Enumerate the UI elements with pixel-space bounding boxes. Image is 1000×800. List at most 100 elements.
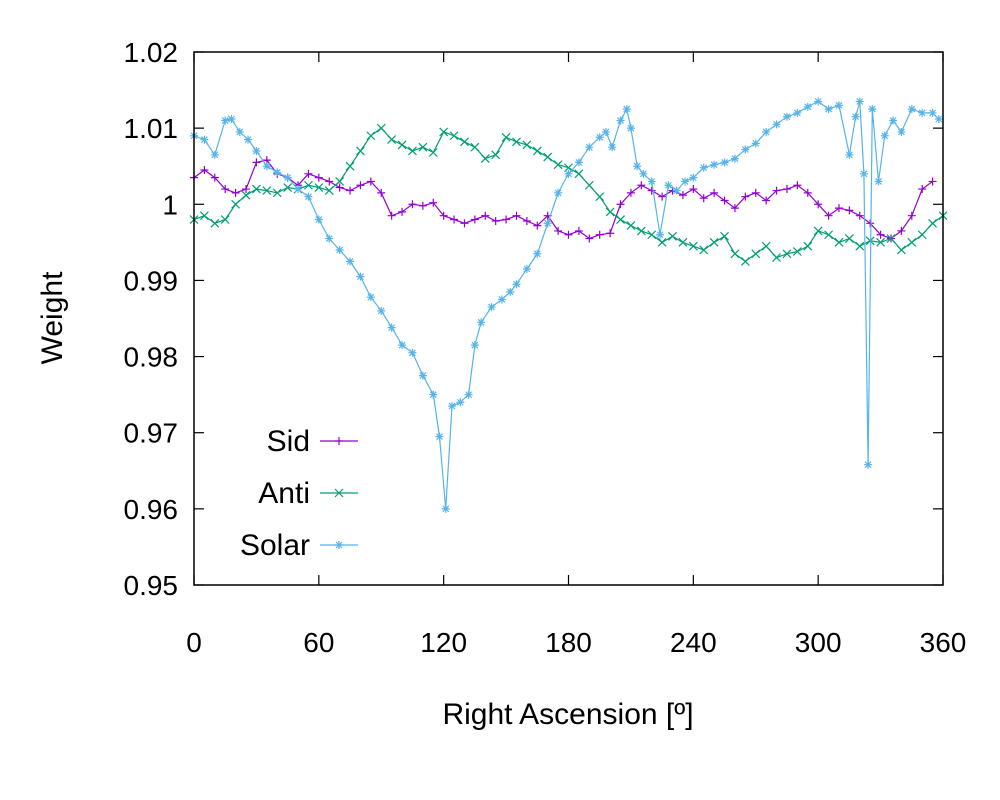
- data-point-marker: [252, 158, 261, 167]
- data-point-marker: [636, 226, 646, 236]
- data-point-marker: [730, 249, 740, 259]
- data-point-marker: [803, 188, 812, 197]
- data-point-marker: [616, 116, 625, 125]
- data-point-marker: [408, 146, 417, 156]
- data-point-marker: [664, 181, 673, 190]
- data-point-marker: [681, 177, 690, 186]
- data-point-marker: [616, 215, 625, 224]
- data-point-marker: [824, 230, 833, 240]
- y-tick-label: 0.99: [124, 265, 179, 296]
- data-point-marker: [720, 158, 729, 167]
- data-point-marker: [491, 150, 501, 160]
- data-point-marker: [803, 241, 813, 251]
- data-point-marker: [656, 230, 665, 239]
- y-tick-label: 0.96: [124, 494, 179, 525]
- data-point-marker: [460, 137, 469, 147]
- legend-item-solar: Solar: [240, 529, 358, 562]
- data-point-marker: [918, 185, 927, 194]
- data-point-marker: [235, 127, 244, 136]
- data-point-marker: [387, 323, 396, 332]
- legend-label: Sid: [267, 425, 310, 458]
- data-point-marker: [866, 219, 875, 228]
- data-point-marker: [647, 177, 656, 186]
- data-point-marker: [699, 245, 709, 255]
- legend-item-sid: Sid: [267, 425, 358, 458]
- data-point-marker: [699, 163, 708, 172]
- data-point-marker: [751, 188, 760, 197]
- data-point-marker: [772, 253, 781, 263]
- series-solar: [190, 97, 943, 513]
- data-point-marker: [456, 398, 465, 407]
- data-point-marker: [428, 148, 438, 157]
- data-point-marker: [897, 226, 906, 235]
- data-point-marker: [553, 160, 563, 170]
- data-point-marker: [470, 341, 479, 350]
- data-point-marker: [564, 169, 573, 178]
- data-point-marker: [314, 215, 323, 224]
- data-point-marker: [824, 211, 833, 220]
- data-point-marker: [751, 249, 761, 259]
- data-point-marker: [844, 234, 854, 243]
- data-point-marker: [398, 207, 407, 216]
- data-point-marker: [418, 371, 427, 380]
- data-point-marker: [699, 194, 708, 203]
- data-point-marker: [672, 186, 681, 195]
- data-point-marker: [252, 146, 261, 155]
- data-point-marker: [647, 186, 656, 195]
- data-point-marker: [543, 219, 552, 228]
- y-tick-label: 0.98: [124, 342, 179, 373]
- data-point-marker: [272, 188, 282, 198]
- data-point-marker: [633, 162, 642, 171]
- data-point-marker: [585, 234, 594, 243]
- x-tick-label: 0: [186, 627, 202, 658]
- data-point-marker: [851, 112, 860, 121]
- series-sid: [190, 156, 937, 243]
- data-point-marker: [813, 226, 823, 236]
- data-point-marker: [855, 241, 865, 251]
- data-point-marker: [522, 140, 532, 150]
- data-point-marker: [470, 215, 479, 224]
- data-point-marker: [585, 143, 594, 152]
- data-point-marker: [678, 191, 687, 200]
- data-point-marker: [584, 180, 594, 190]
- x-tick-label: 180: [545, 627, 592, 658]
- data-point-marker: [450, 215, 459, 224]
- data-point-marker: [533, 249, 542, 258]
- data-point-marker: [335, 437, 343, 445]
- data-point-marker: [199, 211, 209, 221]
- data-point-marker: [283, 173, 292, 182]
- data-point-marker: [574, 158, 583, 167]
- data-point-marker: [491, 217, 500, 226]
- data-point-marker: [626, 221, 636, 231]
- data-point-marker: [741, 145, 750, 154]
- data-point-marker: [761, 241, 771, 251]
- data-point-marker: [200, 135, 209, 144]
- data-point-marker: [730, 204, 739, 213]
- data-point-marker: [227, 115, 236, 124]
- data-point-marker: [418, 201, 427, 210]
- data-point-marker: [304, 180, 313, 190]
- data-point-marker: [210, 150, 219, 159]
- data-point-marker: [481, 211, 490, 220]
- data-point-marker: [304, 192, 313, 201]
- data-point-marker: [418, 142, 428, 152]
- data-point-marker: [397, 140, 407, 150]
- data-point-marker: [782, 112, 791, 121]
- data-point-marker: [464, 390, 473, 399]
- data-point-marker: [626, 124, 635, 133]
- data-point-marker: [506, 287, 515, 296]
- data-point-marker: [772, 186, 781, 195]
- data-point-marker: [512, 211, 521, 220]
- x-tick-label: 360: [920, 627, 967, 658]
- data-point-marker: [814, 97, 823, 106]
- data-point-marker: [335, 245, 344, 254]
- data-point-marker: [678, 237, 688, 247]
- data-point-marker: [335, 177, 345, 186]
- data-point-marker: [639, 169, 648, 178]
- data-point-marker: [480, 154, 490, 164]
- data-point-marker: [314, 183, 324, 192]
- data-point-marker: [376, 123, 386, 133]
- data-point-marker: [907, 211, 916, 220]
- plot-area: [189, 97, 948, 513]
